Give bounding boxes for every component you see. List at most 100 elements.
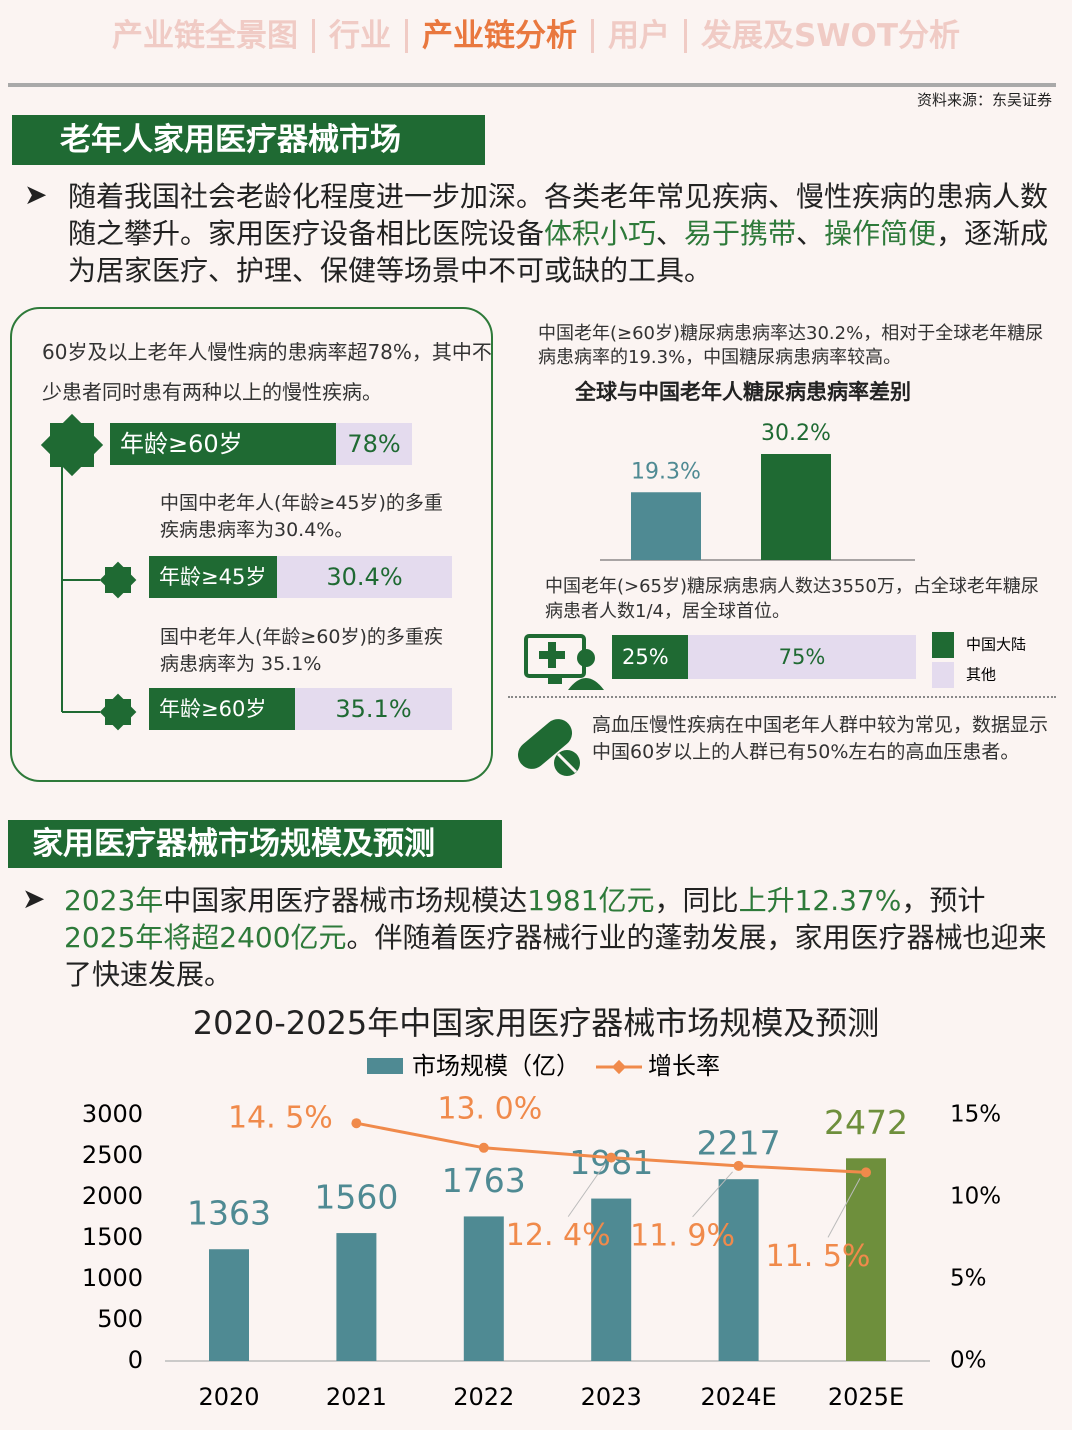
item-value: 35.1% [295, 688, 452, 730]
bullet-segment: 体积小巧 [544, 217, 657, 250]
panel-intro: 60岁及以上老年人慢性病的患病率超78%，其中不少患者同时患有两种以上的慢性疾病… [42, 340, 492, 404]
x-tick-label: 2023 [581, 1383, 642, 1411]
x-tick-label: 2021 [326, 1383, 387, 1411]
section-title: 家用医疗器械市场规模及预测 [8, 820, 502, 868]
divider [8, 83, 1056, 87]
bullet-text: 2023年中国家用医疗器械市场规模达1981亿元，同比上升12.37%，预计 20… [64, 882, 1054, 993]
value-label: 2217 [697, 1124, 781, 1163]
bullet-segment: 操作简便 [824, 217, 937, 250]
value-label: 1763 [442, 1161, 526, 1200]
y-tick-label: 2000 [82, 1182, 143, 1210]
line-marker [478, 1142, 489, 1153]
item-label: 年龄≥60岁 [110, 423, 336, 465]
note: 高血压慢性疾病在中国老年人群中较为常见，数据显示中国60岁以上的人群已有50%左… [592, 714, 1049, 763]
note: 中国老年(≥60岁)糖尿病患病率达30.2%，相对于全球老年糖尿病患病率的19.… [538, 323, 1044, 368]
legend-label: 中国大陆 [966, 636, 1026, 654]
y-tick-label: 1000 [82, 1264, 143, 1292]
bullet-segment: 2025年将超2400亿元 [64, 921, 347, 954]
x-tick-label: 2024E [700, 1383, 776, 1411]
bullet-segment: 。伴随着医疗器械行业的蓬勃发展，家用医疗器械也迎来了快速发展。 [64, 921, 1047, 991]
bullet-segment: 2023年 [64, 884, 164, 917]
bullet-icon: ➤ [24, 178, 48, 211]
star-icon [40, 413, 104, 477]
bullet-segment: 1981亿元 [527, 884, 655, 917]
line-marker [733, 1160, 744, 1171]
chart: 市场规模（亿） 增长率 0 500 1000 1500 2000 2500 3000 0% 5% 10… [82, 1052, 1001, 1411]
value-label: 19.3% [631, 459, 701, 484]
chart: 19.3% 30.2% [600, 421, 915, 561]
monitor-icon [524, 634, 604, 690]
y-tick-label: 500 [97, 1305, 143, 1333]
y2-tick-label: 15% [950, 1102, 1001, 1128]
item-note: 中国中老年人(年龄≥45岁)的多重疾病患病率为30.4%。 [160, 492, 443, 541]
bar-segment [688, 635, 916, 679]
nav: 产业链全景图 行业 产业链分析 用户 发展及SWOT分析 [0, 18, 1072, 54]
y2-tick-label: 0% [950, 1348, 987, 1374]
chart-title: 全球与中国老年人糖尿病患病率差别 [575, 380, 911, 404]
line-marker [351, 1118, 362, 1129]
value-label: 30.2% [761, 421, 831, 446]
divider [508, 696, 1056, 698]
value-label: 12. 4% [506, 1218, 611, 1253]
x-tick-label: 2022 [453, 1383, 514, 1411]
item-value: 30.4% [277, 556, 452, 598]
value-label: 75% [779, 645, 826, 669]
section-title: 老年人家用医疗器械市场 [12, 115, 485, 165]
item-label: 年龄≥60岁 [149, 688, 295, 730]
bar-segment [612, 635, 688, 679]
bar [718, 1179, 759, 1361]
bullet-text: 随着我国社会老龄化程度进一步加深。各类老年常见疾病、慢性疾病的患病人数随之攀升。… [68, 178, 1058, 289]
line-marker [861, 1167, 871, 1178]
line-marker [606, 1152, 617, 1163]
value-label: 1363 [187, 1194, 271, 1233]
item-value: 78% [336, 423, 412, 465]
item-note: 国中老年人(年龄≥60岁)的多重疾病患病率为 35.1% [160, 626, 443, 675]
value-label: 11. 5% [766, 1239, 871, 1274]
value-label: 1560 [314, 1178, 398, 1217]
nav-item: 行业 [311, 19, 405, 53]
legend-label: 其他 [966, 666, 996, 684]
value-label: 14. 5% [228, 1101, 333, 1136]
legend-label: 市场规模（亿） [412, 1052, 580, 1080]
leader-line [692, 1171, 733, 1218]
item-label: 年龄≥45岁 [149, 556, 277, 598]
nav-item: 产业链全景图 [111, 18, 298, 54]
bar [761, 454, 831, 560]
nav-item: 用户 [590, 19, 684, 53]
bullet-segment: ，同比 [654, 884, 739, 917]
y2-tick-label: 10% [950, 1184, 1001, 1210]
bullet-segment: ，预计 [901, 884, 986, 917]
bar [209, 1249, 249, 1361]
bullet-segment: 易于携带 [684, 217, 797, 250]
note: 中国老年(>65岁)糖尿病患病人数达3550万，占全球老年糖尿病患者人数1/4，… [545, 576, 1039, 622]
y2-tick-label: 5% [950, 1266, 987, 1292]
x-tick-label: 2025E [828, 1383, 904, 1411]
chart-title: 2020-2025年中国家用医疗器械市场规模及预测 [192, 1004, 880, 1042]
bullet-segment: ，逐渐成为居家医疗、护理、保健等场景中不可或缺的工具。 [68, 217, 1049, 287]
bar [463, 1216, 504, 1361]
leader-line [567, 1163, 606, 1217]
source: 资料来源：东吴证券 [916, 91, 1052, 109]
y-tick-label: 1500 [82, 1223, 143, 1251]
bullet-icon: ➤ [22, 882, 46, 915]
value-label: 2472 [824, 1103, 908, 1142]
star-icon [99, 693, 137, 731]
legend-label: 增长率 [648, 1052, 720, 1080]
y-tick-label: 0 [128, 1346, 143, 1374]
legend-swatch [932, 662, 954, 688]
value-label: 13. 0% [437, 1091, 542, 1126]
nav-item: 发展及SWOT分析 [683, 19, 974, 53]
bar [591, 1198, 632, 1361]
legend-marker [611, 1059, 627, 1075]
value-label: 25% [622, 645, 669, 669]
y-tick-label: 3000 [82, 1100, 143, 1128]
chart: 25% 中国大陆 75% 其他 [612, 632, 1026, 688]
bar [336, 1233, 377, 1361]
panel-icons [40, 413, 137, 731]
pill-icon [517, 719, 580, 776]
bullet-segment: 中国家用医疗器械市场规模达 [163, 884, 528, 917]
legend-swatch [367, 1058, 403, 1074]
legend-swatch [932, 632, 954, 658]
bar [631, 492, 701, 560]
